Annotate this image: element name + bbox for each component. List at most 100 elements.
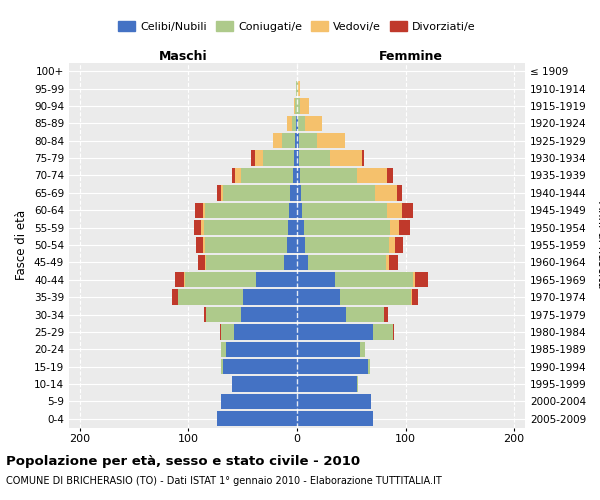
Bar: [298, 116, 305, 131]
Bar: [375, 185, 397, 200]
Bar: [282, 133, 295, 148]
Bar: [205, 254, 206, 270]
Bar: [298, 81, 300, 96]
Bar: [205, 238, 287, 252]
Y-axis label: Anni di nascita: Anni di nascita: [595, 202, 600, 288]
Bar: [362, 150, 364, 166]
Bar: [304, 220, 391, 236]
Bar: [254, 150, 263, 166]
Bar: [263, 150, 294, 166]
Text: Femmine: Femmine: [379, 50, 443, 62]
Bar: [297, 376, 357, 392]
Bar: [256, 272, 297, 287]
Bar: [206, 254, 284, 270]
Bar: [203, 238, 205, 252]
Bar: [340, 290, 411, 305]
Bar: [221, 324, 234, 340]
Bar: [293, 168, 297, 183]
Bar: [202, 220, 203, 236]
Bar: [235, 168, 241, 183]
Bar: [397, 185, 403, 200]
Bar: [297, 272, 335, 287]
Bar: [357, 376, 358, 392]
Bar: [329, 150, 362, 166]
Bar: [357, 168, 387, 183]
Bar: [308, 254, 386, 270]
Bar: [226, 342, 297, 357]
Bar: [297, 359, 368, 374]
Bar: [241, 307, 297, 322]
Bar: [294, 98, 295, 114]
Bar: [297, 116, 298, 131]
Text: Popolazione per età, sesso e stato civile - 2010: Popolazione per età, sesso e stato civil…: [6, 455, 360, 468]
Bar: [273, 133, 282, 148]
Text: Maschi: Maschi: [158, 50, 208, 62]
Bar: [360, 342, 365, 357]
Bar: [297, 342, 360, 357]
Bar: [392, 324, 394, 340]
Y-axis label: Fasce di età: Fasce di età: [16, 210, 28, 280]
Bar: [387, 202, 403, 218]
Bar: [411, 290, 412, 305]
Bar: [297, 185, 301, 200]
Bar: [243, 290, 297, 305]
Legend: Celibi/Nubili, Coniugati/e, Vedovi/e, Divorziati/e: Celibi/Nubili, Coniugati/e, Vedovi/e, Di…: [114, 17, 480, 36]
Bar: [386, 254, 389, 270]
Bar: [223, 185, 290, 200]
Bar: [206, 307, 241, 322]
Bar: [217, 411, 297, 426]
Bar: [185, 272, 256, 287]
Bar: [221, 359, 223, 374]
Bar: [241, 168, 293, 183]
Bar: [175, 272, 184, 287]
Bar: [297, 168, 300, 183]
Bar: [296, 81, 297, 96]
Bar: [232, 376, 297, 392]
Bar: [297, 238, 305, 252]
Bar: [203, 307, 206, 322]
Bar: [287, 116, 292, 131]
Bar: [300, 98, 309, 114]
Bar: [299, 133, 317, 148]
Bar: [198, 254, 205, 270]
Bar: [415, 272, 428, 287]
Bar: [305, 238, 389, 252]
Bar: [296, 116, 297, 131]
Bar: [335, 272, 413, 287]
Bar: [196, 238, 203, 252]
Bar: [295, 133, 297, 148]
Bar: [305, 116, 322, 131]
Bar: [301, 185, 375, 200]
Bar: [297, 220, 304, 236]
Bar: [195, 202, 203, 218]
Bar: [297, 411, 373, 426]
Bar: [287, 238, 297, 252]
Bar: [251, 150, 254, 166]
Bar: [368, 359, 370, 374]
Bar: [346, 307, 384, 322]
Bar: [184, 272, 185, 287]
Bar: [389, 254, 398, 270]
Bar: [203, 220, 289, 236]
Bar: [292, 116, 296, 131]
Bar: [297, 394, 371, 409]
Bar: [297, 202, 302, 218]
Bar: [297, 290, 340, 305]
Bar: [297, 150, 299, 166]
Bar: [302, 202, 387, 218]
Bar: [297, 307, 346, 322]
Bar: [220, 324, 221, 340]
Bar: [389, 238, 395, 252]
Bar: [232, 168, 235, 183]
Bar: [289, 220, 297, 236]
Bar: [300, 168, 357, 183]
Bar: [403, 202, 413, 218]
Bar: [223, 359, 297, 374]
Bar: [295, 98, 297, 114]
Bar: [217, 185, 221, 200]
Bar: [317, 133, 345, 148]
Bar: [297, 254, 308, 270]
Bar: [294, 150, 297, 166]
Bar: [299, 150, 329, 166]
Bar: [384, 307, 388, 322]
